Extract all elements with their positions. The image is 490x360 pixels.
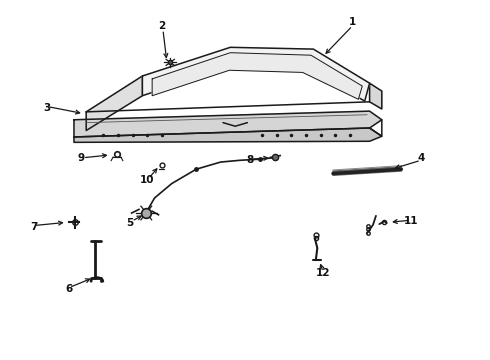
Text: 8: 8 [246,155,253,165]
Text: 10: 10 [140,175,154,185]
Polygon shape [333,167,401,175]
Text: 12: 12 [316,268,330,278]
Text: 9: 9 [78,153,85,163]
Text: 3: 3 [44,103,51,113]
Text: 11: 11 [404,216,418,226]
Polygon shape [143,47,369,101]
Text: 5: 5 [126,218,134,228]
Text: 1: 1 [349,17,356,27]
Polygon shape [86,76,143,131]
Polygon shape [152,53,362,99]
Polygon shape [74,128,382,142]
Text: 4: 4 [417,153,425,163]
Polygon shape [369,83,382,109]
Polygon shape [74,111,382,137]
Text: 6: 6 [66,284,73,294]
Text: 7: 7 [30,222,38,231]
Text: 2: 2 [158,21,166,31]
